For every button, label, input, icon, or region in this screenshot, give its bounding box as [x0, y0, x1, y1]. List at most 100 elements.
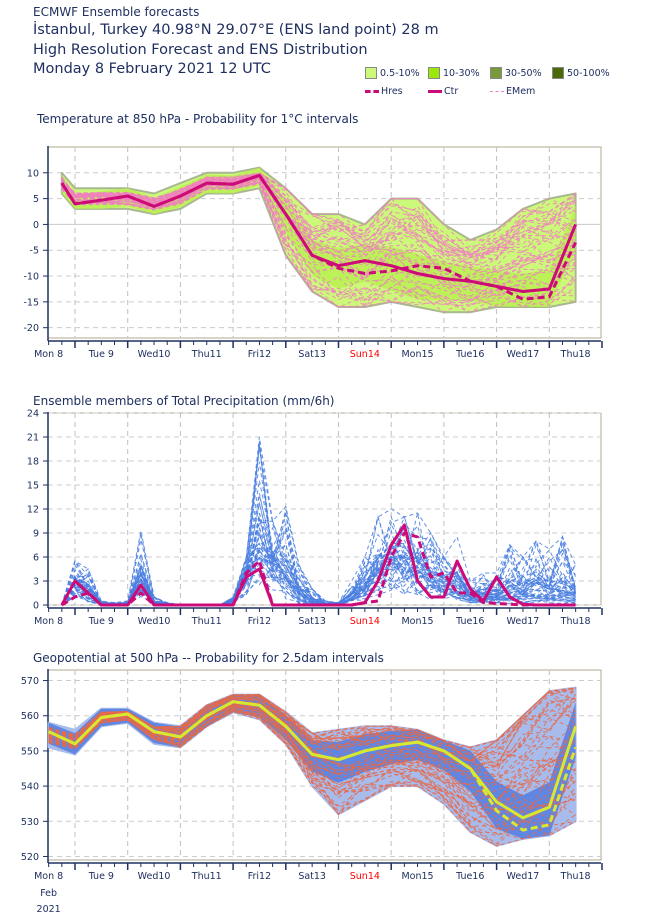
legend-label: Hres [381, 86, 403, 97]
x-tick-label: Thu18 [560, 349, 591, 360]
header-subtitle: High Resolution Forecast and ENS Distrib… [33, 42, 368, 58]
ensemble-member-line [61, 175, 576, 267]
x-tick-label: Wed17 [507, 616, 540, 627]
y-tick-label: 540 [21, 782, 39, 793]
ensemble-member-line [61, 172, 576, 252]
legend-line-emem [490, 91, 504, 92]
legend-label: 10-30% [443, 67, 480, 79]
ensemble-member-line [61, 174, 576, 272]
ensemble-member-line [61, 183, 576, 308]
legend-swatch [428, 67, 440, 79]
ensemble-member-line [61, 175, 576, 266]
ctr-line [48, 700, 578, 820]
legend-item-ctr: Ctr [428, 86, 458, 97]
x-tick-label: Fri12 [248, 349, 271, 360]
ensemble-member-line [48, 708, 576, 845]
x-tick-label: Thu18 [560, 871, 591, 882]
ensemble-member-line [61, 480, 577, 606]
y-tick-label: 3 [33, 577, 39, 588]
legend-item-emem: EMem [490, 86, 535, 97]
x-tick-label: Fri12 [248, 616, 271, 627]
legend-label: EMem [506, 86, 536, 97]
x-tick-label: Mon 8 [34, 616, 63, 627]
ensemble-member-line [48, 687, 576, 769]
chart-title-geopotential: Geopotential at 500 hPa -- Probability f… [33, 651, 384, 665]
x-tick-label: Wed10 [138, 616, 171, 627]
legend-label: 30-50% [505, 67, 542, 79]
legend-label: Ctr [444, 86, 459, 97]
x-tick-label: Thu11 [191, 616, 222, 627]
ensemble-member-line [61, 495, 577, 606]
x-tick-label: Wed17 [507, 349, 540, 360]
header-location: İstanbul, Turkey 40.98°N 29.07°E (ENS la… [33, 22, 439, 38]
x-axis-year-label: 2021 [37, 904, 61, 915]
ensemble-member-line [61, 173, 576, 267]
legend-swatch [365, 67, 377, 79]
y-tick-label: 0 [33, 601, 39, 612]
y-tick-label: 10 [27, 168, 39, 179]
ensemble-member-line [61, 558, 576, 606]
ensemble-member-line [61, 180, 576, 313]
ensemble-member-line [48, 705, 577, 825]
ensemble-member-line [61, 174, 576, 261]
ensemble-member-line [61, 176, 576, 284]
ensemble-member-line [48, 703, 576, 808]
y-tick-label: -5 [30, 246, 39, 257]
legend-label: 0.5-10% [380, 67, 420, 79]
ensemble-member-line [61, 181, 576, 313]
x-tick-label: Mon 8 [34, 871, 63, 882]
header-product-title: ECMWF Ensemble forecasts [33, 5, 200, 19]
ensemble-member-line [48, 711, 576, 827]
legend-item-hres: Hres [365, 86, 403, 97]
x-axis-month-label: Feb [40, 888, 57, 899]
ensemble-member-line [61, 176, 576, 282]
legend-item-prob-2: 10-30% [428, 67, 480, 79]
y-tick-label: 15 [27, 481, 39, 492]
x-tick-label: Tue16 [455, 349, 484, 360]
x-tick-label: Wed10 [138, 349, 171, 360]
ensemble-member-line [61, 517, 576, 606]
ensemble-member-line [61, 461, 576, 606]
y-tick-label: 9 [33, 529, 39, 540]
legend-item-prob-4: 50-100% [552, 67, 610, 79]
y-tick-label: 550 [21, 746, 39, 757]
x-tick-label: Tue16 [455, 616, 484, 627]
x-tick-label: Sat13 [298, 616, 326, 627]
ctr-line [60, 523, 576, 607]
y-tick-label: 520 [21, 852, 39, 863]
ensemble-member-line [61, 530, 577, 606]
y-tick-label: 12 [27, 505, 39, 516]
ensemble-member-line [61, 172, 576, 264]
x-tick-label: Tue16 [455, 871, 484, 882]
y-tick-label: 5 [33, 194, 39, 205]
y-tick-label: 6 [33, 553, 39, 564]
ensemble-member-line [61, 441, 576, 606]
y-tick-label: -15 [23, 297, 39, 308]
ensemble-member-line [61, 511, 576, 606]
x-tick-label: Tue 9 [88, 616, 114, 627]
probability-band-inner [61, 167, 576, 307]
x-tick-label: Mon15 [401, 349, 433, 360]
y-tick-label: 18 [27, 457, 39, 468]
x-tick-label: Sun14 [350, 616, 380, 627]
y-tick-label: 570 [21, 676, 39, 687]
legend-line-ctr [428, 90, 442, 93]
header-date: Monday 8 February 2021 12 UTC [33, 61, 271, 77]
legend-item-prob-3: 30-50% [490, 67, 542, 79]
ensemble-member-line [48, 706, 576, 830]
ensemble-member-line [61, 493, 576, 606]
x-tick-label: Sun14 [350, 349, 380, 360]
ensemble-member-line [61, 175, 576, 258]
legend-label: 50-100% [567, 67, 610, 79]
x-tick-label: Tue 9 [88, 871, 114, 882]
ensemble-member-line [48, 702, 576, 807]
ensemble-member-line [61, 174, 576, 256]
y-tick-label: -10 [23, 272, 39, 283]
ensemble-member-line [48, 706, 576, 822]
x-tick-label: Sat13 [298, 349, 326, 360]
legend-item-prob-1: 0.5-10% [365, 67, 420, 79]
ensemble-member-line [61, 178, 576, 296]
legend-swatch [552, 67, 564, 79]
x-tick-label: Wed10 [138, 871, 171, 882]
